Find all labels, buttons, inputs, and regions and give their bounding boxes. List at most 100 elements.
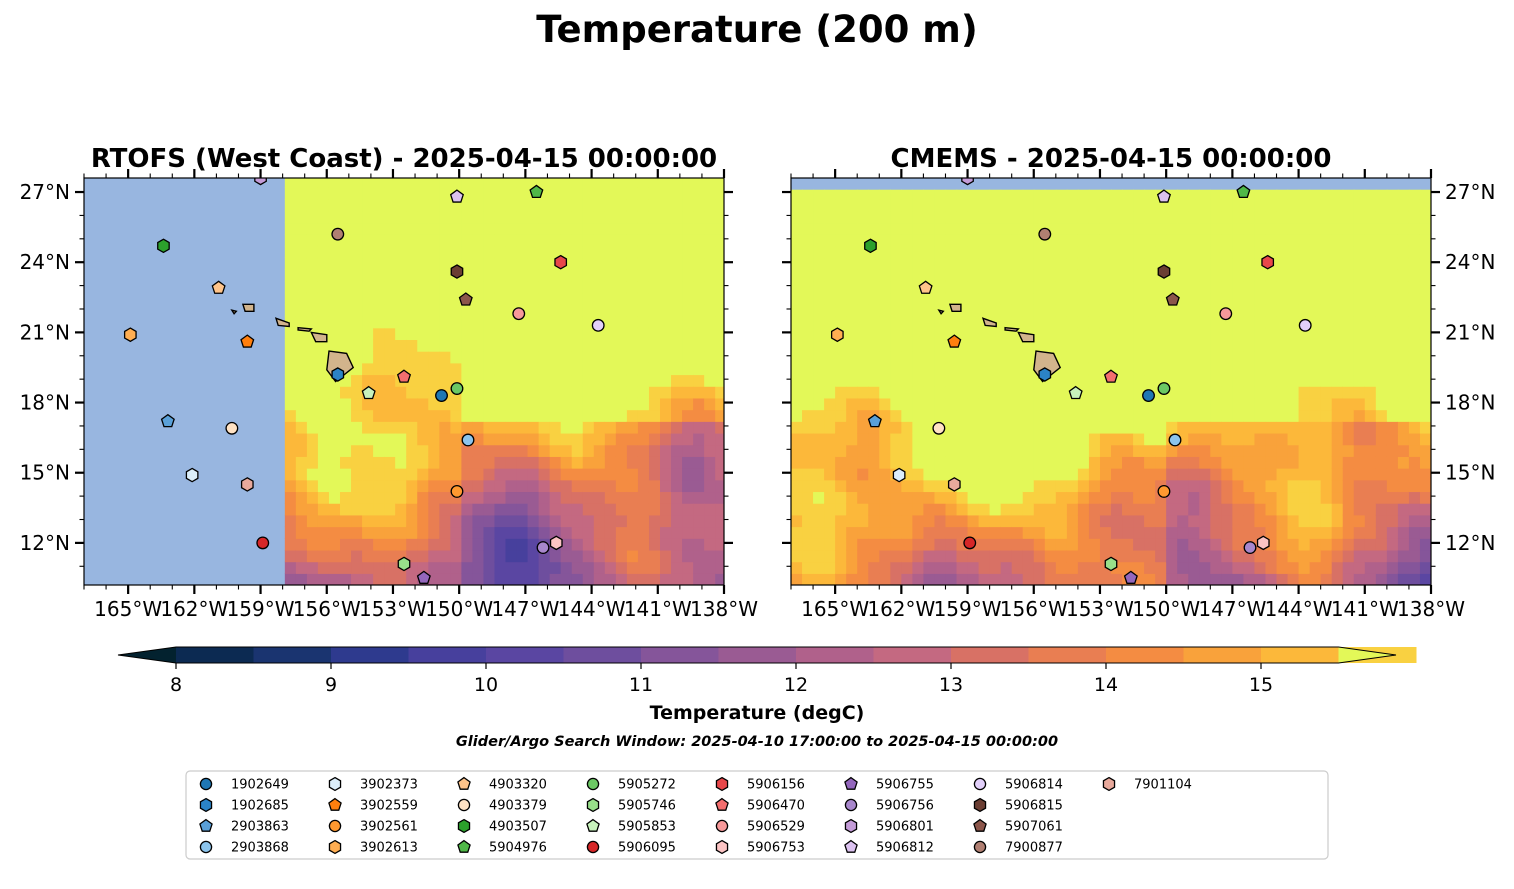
legend-marker [586,840,600,854]
legend-marker [844,839,858,853]
colorbar-tick-label: 13 [939,674,963,696]
legend-item-2903868: 2903868 [199,840,289,856]
float-marker-1902649 [1142,389,1155,402]
float-marker-5905853 [1068,385,1083,400]
legend-label: 3902613 [360,841,418,856]
legend-marker [457,818,471,834]
y-tick-label: 12°N [1445,531,1495,555]
x-tick-label: 159°W [227,597,295,621]
legend-marker [457,798,471,812]
float-marker-5907061 [1165,292,1180,306]
float-marker-5907061 [458,292,473,306]
float-marker-5906156 [554,254,568,270]
colorbar-segment [486,647,564,663]
float-marker-5906801 [961,178,974,186]
legend-item-5906529: 5906529 [715,819,805,835]
y-tick-label: 21°N [1445,320,1495,344]
legend-item-5906755: 5906755 [844,776,934,793]
y-tick-label: 18°N [1445,391,1495,415]
legend-marker [715,797,729,811]
y-tick-label: 15°N [20,461,70,485]
legend-label: 1902649 [231,778,289,793]
float-marker-5906755 [1123,570,1138,584]
legend-marker [715,839,729,855]
colorbar-extend-max [1338,647,1396,663]
float-marker-4903320 [918,280,933,294]
float-marker-7900877 [331,227,345,241]
legend-box [185,770,1329,860]
float-legend: 1902649 1902685 2903863 2903868 3902373 39025… [185,770,1329,860]
float-marker-5905272 [450,382,464,395]
float-marker-2903863 [867,413,882,428]
float-marker-4903379 [225,421,239,435]
x-tick-label: 147°W [491,597,559,621]
legend-label: 2903863 [231,820,289,835]
legend-label: 5905746 [618,799,676,814]
legend-marker [715,819,729,833]
panel-title: RTOFS (West Coast) - 2025-04-15 00:00:00 [91,144,717,174]
legend-item-4903379: 4903379 [457,798,547,814]
float-marker-4903507 [864,238,877,254]
legend-item-5907061: 5907061 [973,818,1063,835]
figure-title: Temperature (200 m) [536,8,978,51]
colorbar-label: Temperature (degC) [650,702,865,724]
legend-label: 5906801 [876,820,934,835]
legend-item-5906470: 5906470 [715,797,805,814]
legend-item-5906814: 5906814 [973,778,1063,793]
float-marker-5906755 [416,570,431,584]
y-tick-label: 27°N [20,180,70,204]
legend-label: 5906095 [618,841,676,856]
x-tick-label: 153°W [1066,597,1134,621]
map-panel-1: 165°W162°W159°W156°W153°W150°W147°W144°W… [20,144,759,621]
float-marker-5904976 [529,184,544,199]
y-tick-label: 24°N [1445,250,1495,274]
float-marker-5906812 [449,189,465,203]
float-marker-5904976 [1236,184,1251,199]
legend-item-7901104: 7901104 [1102,776,1192,793]
legend-marker [199,777,213,791]
y-tick-label: 12°N [20,531,70,555]
legend-label: 5906470 [747,799,805,814]
colorbar: 8 9 10 11 12 13 14 15 [117,646,1417,696]
legend-item-5906756: 5906756 [844,799,934,814]
map-panels: 165°W162°W159°W156°W153°W150°W147°W144°W… [20,144,1496,621]
legend-marker [973,797,987,813]
float-marker-7901104 [240,477,254,492]
legend-label: 1902685 [231,799,289,814]
x-tick-label: 156°W [1000,597,1068,621]
legend-label: 5905272 [618,778,676,793]
y-tick-label: 21°N [20,320,70,344]
legend-item-3902613: 3902613 [328,839,418,856]
colorbar-tick-label: 15 [1249,674,1273,696]
x-tick-label: 144°W [1265,597,1333,621]
float-marker-5906815 [450,264,464,279]
x-tick-label: 141°W [624,597,692,621]
float-marker-2903868 [461,433,475,447]
legend-label: 5906814 [1005,778,1063,793]
float-marker-5906815 [1157,264,1171,279]
float-marker-5906814 [591,318,605,332]
legend-item-5904976: 5904976 [457,839,547,856]
legend-marker [328,839,342,855]
legend-label: 5906529 [747,820,805,835]
x-tick-label: 150°W [1132,597,1200,621]
legend-marker [586,797,600,813]
colorbar-segment [563,647,642,663]
float-marker-5906812 [1156,189,1172,203]
legend-label: 5905853 [618,820,676,835]
float-marker-4903507 [157,238,170,254]
float-marker-5906753 [1256,535,1270,551]
map-frame [83,177,725,586]
legend-marker [328,797,342,811]
float-marker-3902613 [830,327,844,343]
float-marker-5906156 [1261,254,1275,270]
legend-item-5905272: 5905272 [586,778,676,793]
colorbar-segment [641,647,719,663]
float-marker-5906470 [1103,369,1119,383]
legend-marker [199,840,213,854]
legend-item-7900877: 7900877 [973,841,1063,856]
legend-item-5906812: 5906812 [844,839,934,856]
float-markers [123,178,605,584]
x-tick-label: 150°W [425,597,493,621]
